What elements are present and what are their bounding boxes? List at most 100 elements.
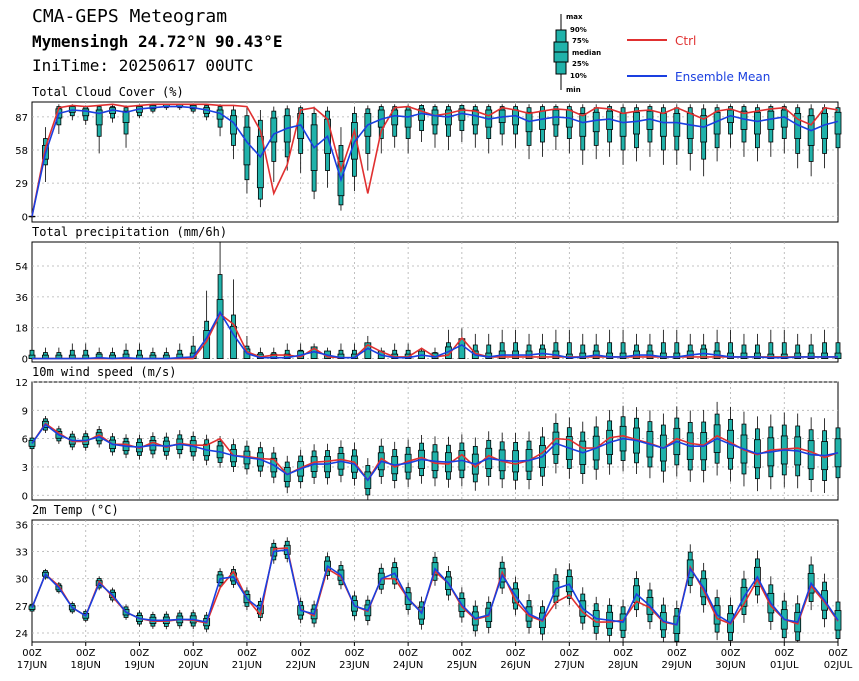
y-tick-label: 87 xyxy=(15,113,28,124)
y-tick-label: 9 xyxy=(22,406,28,417)
y-tick-label: 33 xyxy=(15,548,28,559)
box-p25-p75 xyxy=(82,108,90,117)
x-date-label: 28JUN xyxy=(608,660,638,671)
box-p25-p75 xyxy=(391,109,399,126)
legend-p25-label: 25% xyxy=(572,60,589,68)
box-p25-p75 xyxy=(807,352,815,359)
box-p25-p75 xyxy=(821,352,828,359)
legend-mean-label: Ensemble Mean xyxy=(675,70,770,84)
x-hour-label: 00Z xyxy=(22,648,42,659)
x-hour-label: 00Z xyxy=(130,648,150,659)
box-p25-p75 xyxy=(230,115,237,135)
x-hour-label: 00Z xyxy=(398,648,418,659)
x-hour-label: 00Z xyxy=(76,648,96,659)
ensemble-mean-line xyxy=(31,105,839,217)
box-p25-p75 xyxy=(700,115,708,143)
box-p25-p75 xyxy=(230,325,237,359)
box-p25-p75 xyxy=(216,299,224,359)
box-p25-p75 xyxy=(579,113,587,137)
panel-frame xyxy=(31,101,839,223)
panel-3: 2m Temp (°C) 24 27 30 33 36 xyxy=(15,503,842,643)
x-hour-label: 00Z xyxy=(560,648,580,659)
panel-0: Total Cloud Cover (%) 0 29 58 87 xyxy=(15,85,842,223)
box-p25-p75 xyxy=(256,135,264,189)
y-tick-label: 18 xyxy=(15,324,28,335)
x-date-label: 19JUN xyxy=(124,660,154,671)
x-date-label: 01JUL xyxy=(770,660,799,671)
box-p25-p75 xyxy=(754,352,761,359)
legend-ctrl-label: Ctrl xyxy=(675,34,696,48)
ensemble-mean-line xyxy=(32,310,838,360)
ctrl-line xyxy=(31,422,839,482)
y-tick-label: 24 xyxy=(15,629,28,640)
box-p25-p75 xyxy=(270,117,278,143)
panel-frame xyxy=(31,519,839,643)
y-tick-label: 27 xyxy=(15,602,28,613)
legend-max-label: max xyxy=(566,13,583,21)
legend-p75-label: 75% xyxy=(572,37,589,45)
x-date-label: 22JUN xyxy=(285,660,315,671)
x-hour-label: 00Z xyxy=(345,648,365,659)
box-p25-p75 xyxy=(592,111,600,133)
box-p25-p75 xyxy=(767,110,775,130)
chart-title: CMA-GEPS Meteogram xyxy=(32,6,228,27)
legend-median-label: median xyxy=(572,49,601,57)
box-p25-p75 xyxy=(28,215,36,218)
x-date-label: 29JUN xyxy=(662,660,692,671)
x-date-label: 18JUN xyxy=(70,660,100,671)
init-time-label: IniTime: 20250617 00UTC xyxy=(32,56,254,75)
x-date-label: 24JUN xyxy=(393,660,423,671)
legend-min-label: min xyxy=(566,86,581,94)
panel-1: Total precipitation (mm/6h) 0 18 36 54 xyxy=(15,225,842,366)
box-p25-p75 xyxy=(834,352,842,359)
x-date-label: 27JUN xyxy=(554,660,584,671)
y-tick-label: 0 xyxy=(22,491,28,502)
box-p25-p75 xyxy=(471,109,479,126)
y-tick-label: 29 xyxy=(15,179,28,190)
y-tick-label: 0 xyxy=(22,355,28,366)
box-p25-p75 xyxy=(740,352,748,359)
box-p25-p75 xyxy=(794,352,802,359)
location-label: Mymensingh 24.72°N 90.43°E xyxy=(32,32,283,51)
x-date-label: 20JUN xyxy=(178,660,208,671)
panel-title: 10m wind speed (m/s) xyxy=(32,365,177,379)
x-date-label: 21JUN xyxy=(232,660,262,671)
box-p25-p75 xyxy=(673,113,681,137)
x-date-label: 30JUN xyxy=(715,660,745,671)
x-hour-label: 00Z xyxy=(721,648,741,659)
x-hour-label: 00Z xyxy=(828,648,848,659)
legend-p90-label: 90% xyxy=(570,26,587,34)
panel-title: 2m Temp (°C) xyxy=(32,503,119,517)
legend: max 90% 75% median 25% 10% min Ctrl Ense… xyxy=(553,13,770,94)
box-p25-p75 xyxy=(95,109,103,126)
box-p25-p75 xyxy=(404,109,412,128)
y-tick-label: 54 xyxy=(15,262,28,273)
x-date-label: 23JUN xyxy=(339,660,369,671)
x-axis: 00Z17JUN00Z18JUN00Z19JUN00Z20JUN00Z21JUN… xyxy=(17,642,853,671)
x-date-label: 17JUN xyxy=(17,660,47,671)
box-p25-p75 xyxy=(122,110,130,123)
x-hour-label: 00Z xyxy=(237,648,257,659)
legend-p10-label: 10% xyxy=(570,72,587,80)
y-tick-label: 12 xyxy=(15,378,28,389)
y-tick-label: 30 xyxy=(15,575,28,586)
box-p25-p75 xyxy=(243,126,251,166)
x-hour-label: 00Z xyxy=(506,648,526,659)
box-p25-p75 xyxy=(619,113,627,137)
y-tick-label: 36 xyxy=(15,521,28,532)
x-date-label: 25JUN xyxy=(447,660,477,671)
y-tick-label: 6 xyxy=(22,435,28,446)
y-tick-label: 0 xyxy=(22,212,28,223)
box-p25-p75 xyxy=(834,111,842,135)
box-p25-p75 xyxy=(270,353,278,359)
x-hour-label: 00Z xyxy=(452,648,472,659)
x-date-label: 02JUL xyxy=(824,660,853,671)
box-p25-p75 xyxy=(659,113,667,137)
y-tick-label: 3 xyxy=(22,463,28,474)
x-hour-label: 00Z xyxy=(774,648,794,659)
x-hour-label: 00Z xyxy=(613,648,633,659)
box-p25-p75 xyxy=(633,111,640,135)
panel-frame xyxy=(31,241,839,363)
x-date-label: 26JUN xyxy=(500,660,530,671)
